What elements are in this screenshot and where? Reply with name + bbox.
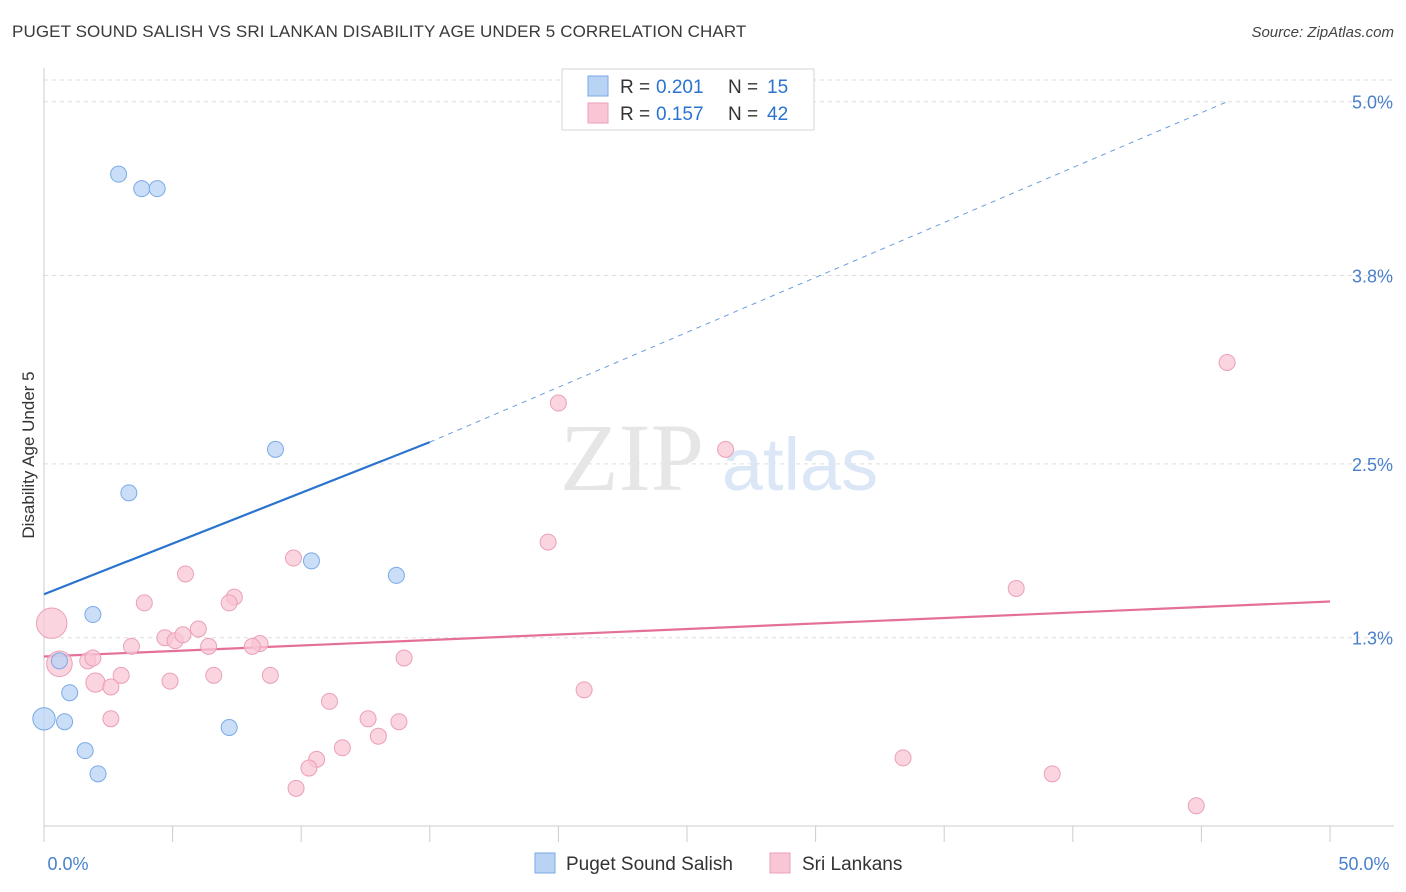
point-sri-lankans	[261, 666, 279, 684]
point-puget-sound-salish	[56, 713, 74, 731]
y-tick-label: 1.3%	[1352, 629, 1393, 649]
point-sri-lankans	[174, 626, 192, 644]
legend-r-value: 0.157	[656, 104, 704, 125]
point-sri-lankans	[205, 666, 223, 684]
x-tick-label: 0.0%	[47, 854, 88, 874]
x-tick-label: 50.0%	[1338, 854, 1389, 874]
point-puget-sound-salish	[50, 652, 68, 670]
legend-swatch-pink	[587, 102, 609, 124]
legend-swatch-blue	[587, 75, 609, 97]
point-sri-lankans	[189, 620, 207, 638]
point-sri-lankans	[36, 607, 68, 639]
bottom-legend-label-pink: Sri Lankans	[802, 854, 902, 875]
point-sri-lankans	[395, 649, 413, 667]
point-sri-lankans	[390, 713, 408, 731]
point-puget-sound-salish	[61, 684, 79, 702]
point-sri-lankans	[717, 440, 735, 458]
chart-title: PUGET SOUND SALISH VS SRI LANKAN DISABIL…	[12, 22, 747, 41]
point-sri-lankans	[539, 533, 557, 551]
point-sri-lankans	[1187, 797, 1205, 815]
point-puget-sound-salish	[89, 765, 107, 783]
point-puget-sound-salish	[76, 742, 94, 760]
point-sri-lankans	[320, 692, 338, 710]
point-sri-lankans	[200, 637, 218, 655]
point-sri-lankans	[112, 666, 130, 684]
point-puget-sound-salish	[266, 440, 284, 458]
y-axis-label: Disability Age Under 5	[19, 371, 38, 538]
point-sri-lankans	[1043, 765, 1061, 783]
grid-lines	[44, 79, 1394, 639]
point-sri-lankans	[176, 565, 194, 583]
point-puget-sound-salish	[32, 707, 56, 731]
point-sri-lankans	[369, 727, 387, 745]
point-puget-sound-salish	[84, 606, 102, 624]
point-sri-lankans	[575, 681, 593, 699]
point-sri-lankans	[300, 759, 318, 777]
point-sri-lankans	[359, 710, 377, 728]
point-sri-lankans	[549, 394, 567, 412]
data-points	[32, 165, 1236, 815]
chart-source: Source: ZipAtlas.com	[1251, 24, 1394, 41]
y-tick-label: 2.5%	[1352, 455, 1393, 475]
point-sri-lankans	[220, 594, 238, 612]
point-sri-lankans	[333, 739, 351, 757]
point-sri-lankans	[84, 649, 102, 667]
y-tick-label: 3.8%	[1352, 267, 1393, 287]
point-puget-sound-salish	[387, 566, 405, 584]
bottom-legend-label-blue: Puget Sound Salish	[566, 854, 733, 875]
y-tick-label: 5.0%	[1352, 93, 1393, 113]
point-sri-lankans	[284, 549, 302, 567]
point-sri-lankans	[1007, 579, 1025, 597]
point-sri-lankans	[894, 749, 912, 767]
point-puget-sound-salish	[120, 484, 138, 502]
legend-n-label: N =	[728, 77, 758, 98]
point-sri-lankans	[102, 678, 120, 696]
bottom-legend-swatch-pink	[769, 852, 791, 874]
point-sri-lankans	[135, 594, 153, 612]
watermark: ZIP atlas	[560, 404, 878, 511]
point-puget-sound-salish	[110, 165, 128, 183]
point-sri-lankans	[161, 672, 179, 690]
trend-lines	[43, 101, 1331, 658]
point-puget-sound-salish	[133, 180, 151, 198]
point-sri-lankans	[85, 672, 106, 693]
point-puget-sound-salish	[220, 718, 238, 736]
trend-line-extension	[429, 101, 1228, 443]
point-sri-lankans	[243, 637, 261, 655]
point-puget-sound-salish	[302, 552, 320, 570]
legend-r-value: 0.201	[656, 77, 704, 98]
point-sri-lankans	[122, 637, 140, 655]
trend-line-sri-lankans	[43, 600, 1331, 658]
point-sri-lankans	[287, 779, 305, 797]
legend-n-value: 42	[767, 104, 788, 125]
axes: 1.3% 2.5% 3.8% 5.0% 0.0% 50.0%	[43, 68, 1394, 874]
bottom-legend-swatch-blue	[534, 852, 556, 874]
point-sri-lankans	[1218, 353, 1236, 371]
legend-r-label: R =	[620, 104, 650, 125]
legend-box: R = 0.201 N = 15 R = 0.157 N = 42	[561, 68, 815, 131]
point-puget-sound-salish	[148, 180, 166, 198]
watermark-atlas: atlas	[722, 423, 878, 506]
trend-line-puget-sound-salish	[43, 441, 431, 596]
legend-r-label: R =	[620, 77, 650, 98]
legend-n-value: 15	[767, 77, 788, 98]
legend-n-label: N =	[728, 104, 758, 125]
watermark-zip: ZIP	[560, 404, 704, 511]
point-sri-lankans	[102, 710, 120, 728]
bottom-legend: Puget Sound Salish Sri Lankans	[534, 852, 902, 875]
